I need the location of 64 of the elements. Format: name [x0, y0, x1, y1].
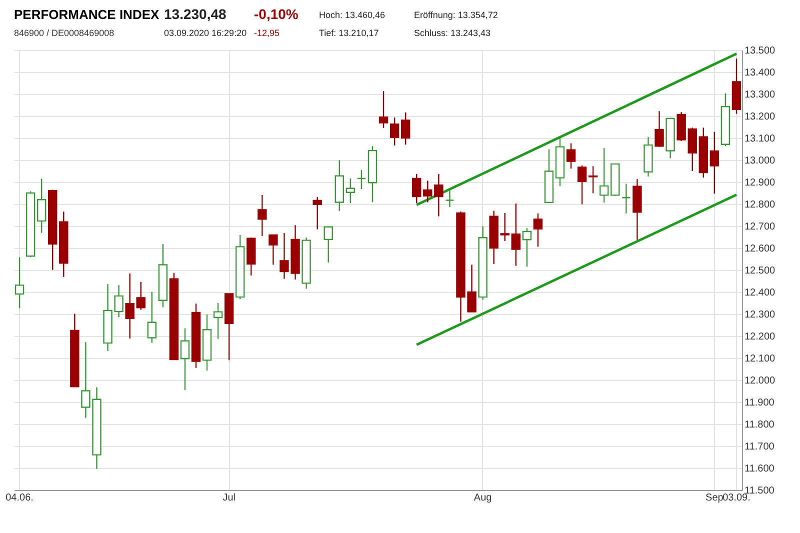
candlestick [434, 173, 444, 217]
y-tick-label: 12.500 [744, 266, 776, 276]
candlestick [180, 328, 190, 391]
y-tick-label: 11.900 [744, 398, 775, 408]
candlestick [577, 164, 587, 205]
x-tick-label: Aug [474, 492, 492, 504]
y-tick-label: 12.700 [744, 222, 776, 232]
candlestick [346, 178, 356, 204]
candlestick [400, 112, 410, 146]
candlestick [622, 183, 631, 214]
y-tick-label: 12.800 [744, 200, 776, 210]
y-tick-label: 13.500 [744, 46, 776, 56]
y-tick-label: 12.900 [744, 178, 776, 188]
candlestick [566, 142, 576, 170]
candlestick [445, 189, 454, 208]
candlestick [654, 110, 664, 148]
candlestick [710, 131, 720, 194]
chart-title: PERFORMANCE INDEX [14, 7, 160, 22]
y-tick-label: 11.700 [744, 442, 775, 452]
text: Tief: 13.210,17 [319, 28, 379, 38]
y-tick-label: 12.200 [744, 332, 776, 342]
candlestick [36, 178, 46, 234]
candlestick [423, 180, 432, 203]
candlestick [533, 212, 543, 248]
text: 13.230,48 [164, 6, 226, 22]
candlestick [356, 170, 366, 190]
y-tick-label: 12.400 [744, 288, 776, 298]
y-tick-label: 13.200 [744, 112, 776, 122]
candlestick [258, 194, 267, 237]
text: Eröffnung: 13.354,72 [414, 10, 498, 20]
y-tick-label: 13.000 [744, 156, 776, 166]
candlestick [14, 256, 24, 309]
y-tick-label: 11.800 [744, 420, 775, 430]
text: Schluss: 13.243,43 [414, 28, 491, 38]
candlestick [378, 90, 388, 129]
x-tick-label: Sep [706, 492, 724, 504]
y-tick-label: 12.600 [744, 244, 776, 254]
y-tick-label: 12.000 [744, 376, 776, 386]
text: 03.09.2020 16:29:20 [164, 28, 247, 38]
candlestick [588, 166, 598, 194]
chart-subtitle: 846900 / DE0008469008 [14, 28, 114, 38]
y-tick-label: 13.400 [744, 68, 776, 78]
candlestick [600, 148, 609, 204]
y-tick-label: 13.100 [744, 134, 776, 144]
y-tick-label: 12.100 [744, 354, 776, 364]
candlestick [312, 196, 322, 230]
candlestick [522, 228, 532, 268]
text: Hoch: 13.460,46 [319, 10, 386, 20]
candlestick [268, 234, 278, 266]
candlestick [147, 291, 156, 344]
text: -0,10% [254, 6, 299, 22]
y-tick-label: 12.300 [744, 310, 776, 320]
x-tick-label: Jul [222, 492, 236, 504]
candlestick [390, 116, 400, 146]
x-tick-label: 04.06. [6, 492, 34, 504]
candlestick [324, 226, 333, 264]
y-tick-label: 13.300 [744, 90, 776, 100]
x-tick-label: 03.09. [722, 492, 750, 504]
candlestick [213, 302, 223, 340]
y-tick-label: 11.600 [744, 464, 775, 474]
candlestick [412, 173, 422, 204]
candlestick [688, 127, 697, 172]
candlestick [511, 202, 520, 266]
text: -12,95 [254, 28, 280, 38]
